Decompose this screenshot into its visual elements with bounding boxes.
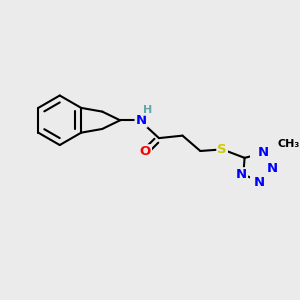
Text: O: O: [140, 145, 151, 158]
Text: N: N: [254, 176, 265, 189]
Text: N: N: [266, 162, 278, 175]
Text: S: S: [217, 143, 227, 156]
Text: CH₃: CH₃: [278, 140, 300, 149]
Text: N: N: [236, 168, 247, 181]
Text: N: N: [257, 146, 268, 159]
Text: N: N: [136, 114, 147, 127]
Text: H: H: [143, 105, 153, 115]
